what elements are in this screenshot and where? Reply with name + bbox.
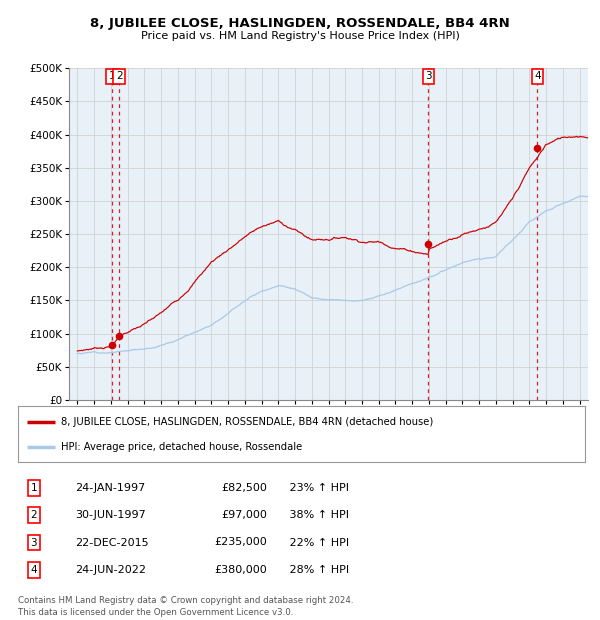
Text: 4: 4	[31, 565, 37, 575]
Text: £82,500: £82,500	[221, 483, 268, 493]
Text: £380,000: £380,000	[215, 565, 268, 575]
Text: 1: 1	[109, 71, 115, 81]
Text: 4: 4	[534, 71, 541, 81]
Text: 3: 3	[425, 71, 432, 81]
Text: 23% ↑ HPI: 23% ↑ HPI	[279, 483, 349, 493]
Text: 24-JUN-2022: 24-JUN-2022	[75, 565, 146, 575]
Text: 24-JAN-1997: 24-JAN-1997	[75, 483, 145, 493]
Text: £235,000: £235,000	[215, 538, 268, 547]
Text: £97,000: £97,000	[221, 510, 268, 520]
Text: 1: 1	[31, 483, 37, 493]
Text: 38% ↑ HPI: 38% ↑ HPI	[279, 510, 349, 520]
Text: HPI: Average price, detached house, Rossendale: HPI: Average price, detached house, Ross…	[61, 443, 302, 453]
Text: Contains HM Land Registry data © Crown copyright and database right 2024.: Contains HM Land Registry data © Crown c…	[18, 596, 353, 606]
Text: 8, JUBILEE CLOSE, HASLINGDEN, ROSSENDALE, BB4 4RN (detached house): 8, JUBILEE CLOSE, HASLINGDEN, ROSSENDALE…	[61, 417, 433, 427]
Text: 30-JUN-1997: 30-JUN-1997	[75, 510, 145, 520]
Text: 22-DEC-2015: 22-DEC-2015	[75, 538, 148, 547]
Text: 3: 3	[31, 538, 37, 547]
Text: 22% ↑ HPI: 22% ↑ HPI	[279, 538, 349, 547]
Text: 8, JUBILEE CLOSE, HASLINGDEN, ROSSENDALE, BB4 4RN: 8, JUBILEE CLOSE, HASLINGDEN, ROSSENDALE…	[90, 17, 510, 30]
Text: Price paid vs. HM Land Registry's House Price Index (HPI): Price paid vs. HM Land Registry's House …	[140, 31, 460, 41]
Text: 28% ↑ HPI: 28% ↑ HPI	[279, 565, 349, 575]
Text: This data is licensed under the Open Government Licence v3.0.: This data is licensed under the Open Gov…	[18, 608, 293, 617]
Text: 2: 2	[31, 510, 37, 520]
Text: 2: 2	[116, 71, 122, 81]
